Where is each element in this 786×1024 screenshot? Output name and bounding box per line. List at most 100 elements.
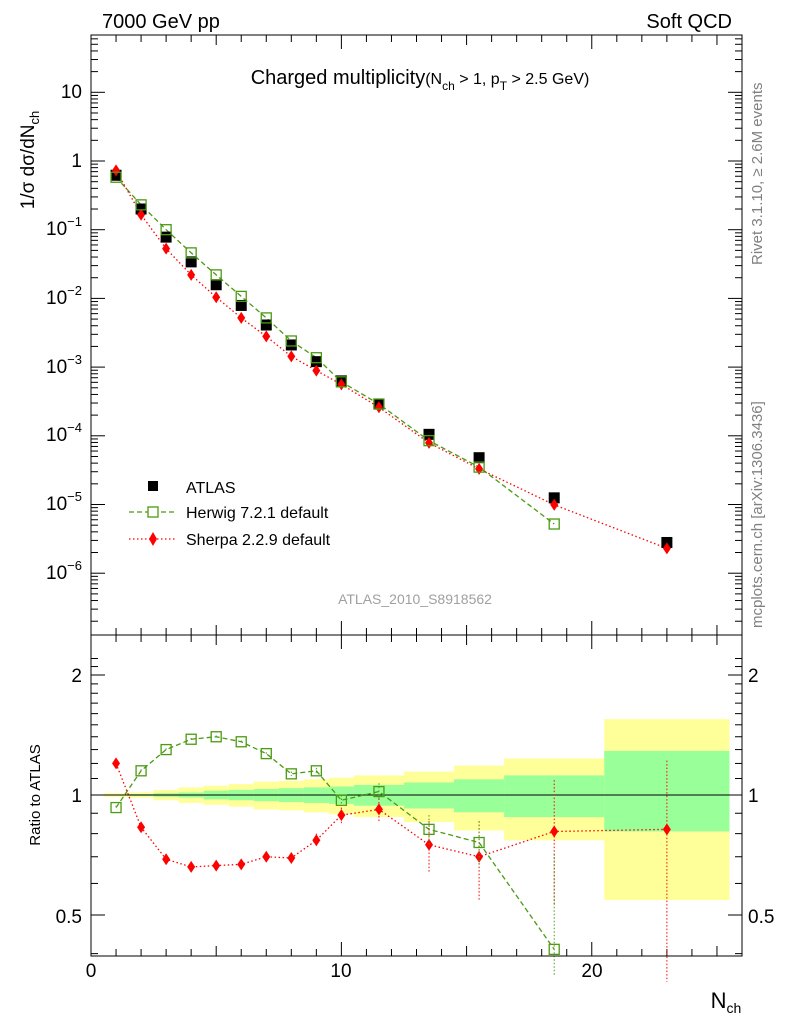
ratio-herwig-line [115,736,555,950]
main-sherpa-point [550,498,559,511]
ratio-sherpa-point [550,825,559,838]
x-tick-label-10: 10 [330,961,351,982]
main-sherpa-point [137,208,146,221]
ratio-herwig-point [548,943,560,956]
main-y-axis-label: 1/σ dσ/dNch [18,111,42,209]
main-atlas-point [473,452,485,464]
main-title: Charged multiplicity(Nch > 1, pT > 2.5 G… [251,67,590,93]
main-y-tick-label-1: 1 [71,151,82,172]
main-axis-ticks [90,35,743,635]
ratio-herwig-point [110,801,122,814]
ratio-y-tick-label-2-left: 2 [71,666,82,687]
ratio-band-inner [504,775,605,818]
ratio-herwig-point [285,768,297,780]
y-label-sub: ch [27,111,42,125]
title-cond-open: (N [425,71,442,88]
title-cond-sub1: ch [442,79,455,93]
legend-marker-sherpa [149,532,157,546]
main-herwig-point [110,171,122,183]
main-atlas-point [235,299,247,311]
main-sherpa-point [287,350,296,363]
main-y-tick-label-5: 10−4 [46,420,82,446]
main-herwig-point [185,247,197,259]
main-herwig-point [135,199,147,211]
legend-entry-herwig: Herwig 7.2.1 default [129,505,329,522]
x-axis-label: Nch [711,988,742,1016]
main-atlas-point [260,319,272,331]
ratio-sherpa-point [337,809,346,822]
main-atlas-point [310,356,322,368]
main-series-layer [110,164,673,555]
x-label-main: N [711,988,727,1013]
header-left: 7000 GeV pp [102,11,220,33]
ratio-axis-ticks [90,635,743,956]
ratio-herwig-point [135,765,147,777]
ratio-y-tick-label-05-right: 0.5 [748,907,774,928]
main-herwig-point [210,269,222,281]
ratio-series-layer [110,731,671,982]
main-sherpa-point [162,242,171,255]
main-sherpa-point [187,268,196,281]
main-sherpa-point [212,291,221,304]
main-sherpa-point [374,401,383,414]
ratio-sherpa-point [262,850,271,863]
ratio-herwig-point [185,733,197,745]
ratio-sherpa-point [287,851,296,864]
ratio-y-tick-label-1-right: 1 [748,786,759,807]
legend-entry-sherpa: Sherpa 2.2.9 default [129,532,331,549]
ratio-band-inner [604,750,730,832]
main-sherpa-point [237,311,246,324]
ratio-sherpa-point [237,858,246,871]
main-herwig-point [548,518,560,530]
main-y-tick-label-0: 10 [61,82,82,103]
ratio-sherpa-point [662,823,671,836]
ratio-band-inner [454,779,505,813]
main-herwig-line [115,176,555,525]
main-herwig-point [335,376,348,388]
main-atlas-point [160,231,172,243]
legend-marker-atlas [148,481,158,491]
main-y-tick-labels: 10 1 10−1 10−2 10−3 10−4 10−5 10−6 [46,82,82,584]
main-herwig-point [310,352,322,364]
main-y-tick-label-7: 10−6 [46,558,82,584]
ratio-sherpa-point [162,853,171,866]
main-herwig-point [285,335,297,347]
main-herwig-point [235,290,247,303]
ratio-y-tick-label-2-right: 2 [748,666,759,687]
ratio-sherpa-point [187,860,196,873]
main-herwig-point [260,312,272,324]
ratio-sherpa-point [374,803,383,816]
ratio-sherpa-point [112,757,121,770]
main-herwig-point [423,434,435,447]
legend-label-herwig: Herwig 7.2.1 default [186,505,329,522]
ratio-herwig-point [373,785,385,798]
analysis-watermark: ATLAS_2010_S8918562 [338,591,492,607]
title-main: Charged multiplicity [251,67,426,89]
ratio-sherpa-point [425,838,434,851]
main-herwig-point [373,398,385,410]
ratio-sherpa-point [212,859,221,872]
ratio-y-tick-label-1-left: 1 [71,786,82,807]
mcplots-label: mcplots.cern.ch [arXiv:1306.3436] [749,401,766,628]
ratio-herwig-point [423,823,435,836]
legend-entry-atlas: ATLAS [148,480,236,497]
ratio-herwig-point [235,736,247,748]
ratio-herwig-point [260,747,272,760]
title-cond-close: > 2.5 GeV) [507,71,589,88]
main-atlas-point [185,256,197,268]
main-atlas-point [423,428,435,440]
ratio-plot-frame [90,634,743,957]
main-sherpa-point [312,364,321,377]
ratio-bands-layer [103,719,730,901]
x-tick-label-20: 20 [581,961,602,982]
main-herwig-point [160,224,172,236]
main-sherpa-line [115,170,668,549]
rivet-label: Rivet 3.1.10, ≥ 2.6M events [749,83,766,266]
legend-marker-herwig [147,506,159,518]
ratio-y-axis-label: Ratio to ATLAS [27,744,44,845]
main-y-tick-label-3: 10−2 [46,283,82,309]
ratio-herwig-point [210,731,222,743]
ratio-herwig-point [310,765,322,777]
legend: ATLAS Herwig 7.2.1 default Sherpa 2.2.9 … [129,480,331,549]
ratio-sherpa-point [137,821,146,834]
